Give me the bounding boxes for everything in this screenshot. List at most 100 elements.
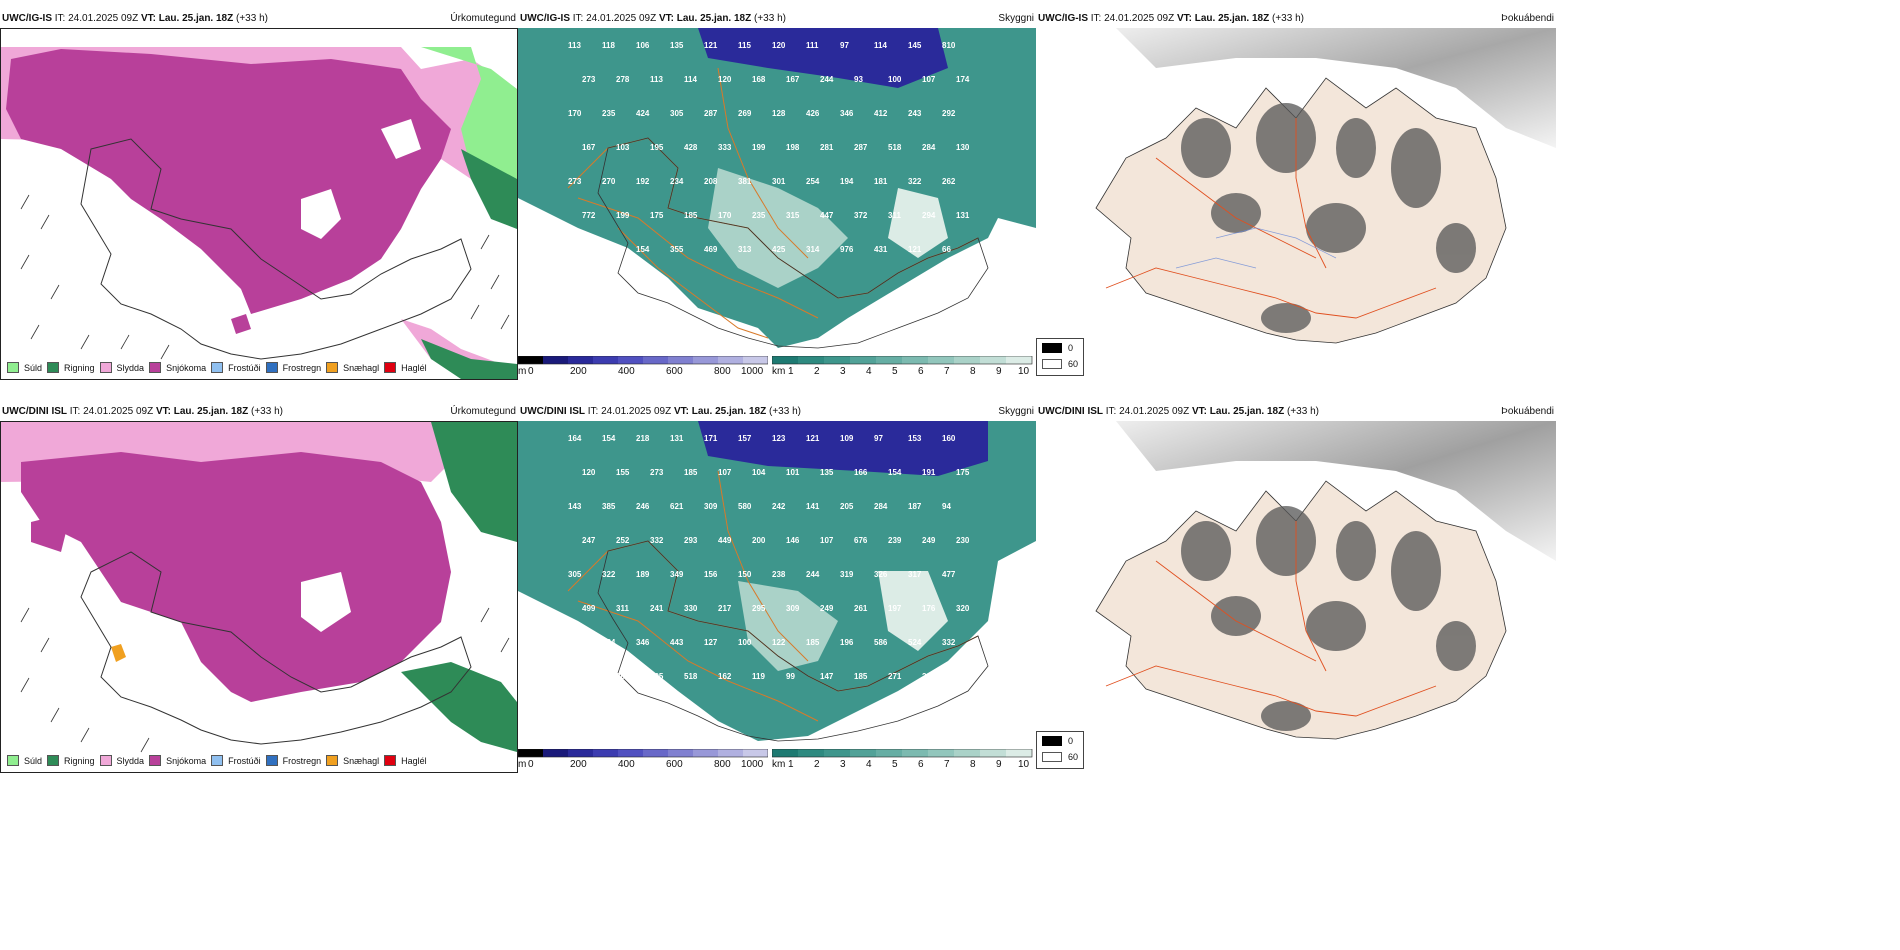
cloud-base-label: 175: [650, 211, 664, 220]
lead-time: (+33 h): [754, 13, 786, 24]
cloud-base-label: 333: [718, 143, 732, 152]
visibility-bar: [772, 356, 1033, 365]
cloud-base-label: 143: [568, 502, 582, 511]
cloud-base-label: 443: [670, 638, 684, 647]
cloud-base-label: 294: [922, 211, 936, 220]
cloud-base-label: 243: [908, 109, 922, 118]
cloud-base-label: 252: [616, 536, 630, 545]
tick-label: 5: [892, 366, 898, 377]
cloud-base-label: 150: [738, 570, 752, 579]
fog-panel-row2: UWC/DINI ISL IT: 24.01.2025 09Z VT: Lau.…: [1036, 405, 1556, 773]
cloud-base-label: 191: [922, 468, 936, 477]
cloud-base-label: 141: [806, 502, 820, 511]
cloud-base-label: 156: [704, 570, 718, 579]
cloud-base-label: 187: [908, 502, 922, 511]
cloud-base-label: 434: [602, 638, 616, 647]
cloud-base-label: 121: [908, 245, 922, 254]
valid-time-label: VT:: [1191, 406, 1207, 417]
cloud-base-label: 198: [786, 143, 800, 152]
legend-swatch: [326, 755, 339, 766]
panel-title: Úrkomutegund: [450, 406, 516, 417]
cloudbase-ticks: m 0 200 400 600 800 1000: [518, 366, 768, 378]
cloud-base-label: 273: [568, 177, 582, 186]
lead-time: (+33 h): [769, 406, 801, 417]
legend-swatch: [1042, 343, 1062, 353]
init-time-label: IT:: [1105, 406, 1117, 417]
cloud-base-label: 405: [650, 672, 664, 681]
cloud-base-label: 155: [616, 468, 630, 477]
cloud-base-label: 197: [888, 604, 902, 613]
init-time-value: 24.01.2025 09Z: [601, 406, 672, 417]
cloud-base-label: 273: [582, 75, 596, 84]
cloud-base-label: 309: [704, 502, 718, 511]
cloud-base-labels: 164 154 218 131 171 157 123 121 109 97 153 160 120 15…: [568, 434, 970, 715]
valid-time-value: Lau. 25.jan. 18Z: [1194, 13, 1270, 24]
cloud-base-label: 319: [840, 570, 854, 579]
panel-header: UWC/DINI ISL IT: 24.01.2025 09Z VT: Lau.…: [0, 405, 518, 421]
cloud-base-label: 580: [738, 502, 752, 511]
cloud-base-label: 135: [820, 468, 834, 477]
cloud-base-label: 425: [772, 245, 786, 254]
cloud-base-label: 305: [670, 109, 684, 118]
cloud-base-label: 246: [636, 502, 650, 511]
cloudbase-colorbar-row2: m 0 200 400 600 800 1000: [518, 749, 768, 771]
cloud-base-label: 101: [786, 468, 800, 477]
cloud-base-label: 199: [616, 211, 630, 220]
legend-swatch: [149, 755, 162, 766]
fog-legend-row2: 0 60: [1036, 731, 1084, 769]
fog-map-row2: [1036, 421, 1556, 745]
valid-time-label: VT:: [673, 406, 689, 417]
valid-time-value: Lau. 25.jan. 18Z: [1209, 406, 1285, 417]
cloud-base-label: 130: [956, 143, 970, 152]
cloud-base-label: 145: [908, 41, 922, 50]
fog-map-frame: [1036, 421, 1556, 745]
valid-time-value: Lau. 25.jan. 18Z: [676, 13, 752, 24]
cloud-base-label: 199: [752, 143, 766, 152]
legend-swatch: [326, 362, 339, 373]
cloud-base-label: 205: [840, 502, 854, 511]
cloud-base-label: 107: [718, 468, 732, 477]
fog-map-frame: [1036, 28, 1556, 352]
panel-header: UWC/DINI ISL IT: 24.01.2025 09Z VT: Lau.…: [518, 405, 1036, 421]
cloud-base-label: 244: [820, 75, 834, 84]
tick-label: 5: [892, 759, 898, 770]
fog-map-row1: [1036, 28, 1556, 352]
cloud-base-label: 218: [636, 434, 650, 443]
model-name: UWC/IG-IS: [2, 13, 52, 24]
cloud-base-label: 330: [684, 604, 698, 613]
cloud-base-label: 431: [874, 245, 888, 254]
cloud-base-label: 135: [670, 41, 684, 50]
cloud-base-label: 119: [752, 672, 765, 681]
cloud-base-label: 99: [786, 672, 795, 681]
visibility-bar: [772, 749, 1033, 758]
cloud-base-label: 97: [840, 41, 849, 50]
cloud-base-label: 238: [772, 570, 786, 579]
cloud-base-label: 111: [806, 41, 819, 50]
cloud-base-label: 122: [772, 638, 786, 647]
tick-label: 1: [788, 366, 794, 377]
tick-label: 2: [814, 366, 820, 377]
panel-title: Skyggni: [998, 13, 1034, 24]
tick-label: 0: [528, 759, 534, 770]
init-time-label: IT:: [69, 406, 81, 417]
cloud-base-label: 239: [888, 536, 902, 545]
legend-swatch: [149, 362, 162, 373]
legend-swatch: [7, 362, 19, 373]
lead-time: (+33 h): [236, 13, 268, 24]
tick-label: 200: [570, 366, 587, 377]
cloud-base-label: 346: [840, 109, 854, 118]
init-time-value: 24.01.2025 09Z: [68, 13, 139, 24]
cloud-base-label: 147: [820, 672, 834, 681]
panel-header: UWC/IG-IS IT: 24.01.2025 09Z VT: Lau. 25…: [0, 12, 518, 28]
legend-swatch: [1042, 359, 1062, 369]
tick-label: 7: [944, 759, 950, 770]
cloud-base-label: 281: [820, 143, 834, 152]
cloud-base-label: 160: [942, 434, 956, 443]
cloud-base-label: 381: [738, 177, 752, 186]
legend-label: 60: [1068, 359, 1079, 369]
cloud-base-label: 242: [772, 502, 786, 511]
cloud-base-label: 262: [942, 177, 956, 186]
cloud-base-label: 332: [942, 638, 956, 647]
cloud-base-labels: 113 118 106 135 121 115 120 111 97 114 145 810 273 27…: [568, 41, 970, 288]
legend-swatch: [1042, 736, 1062, 746]
